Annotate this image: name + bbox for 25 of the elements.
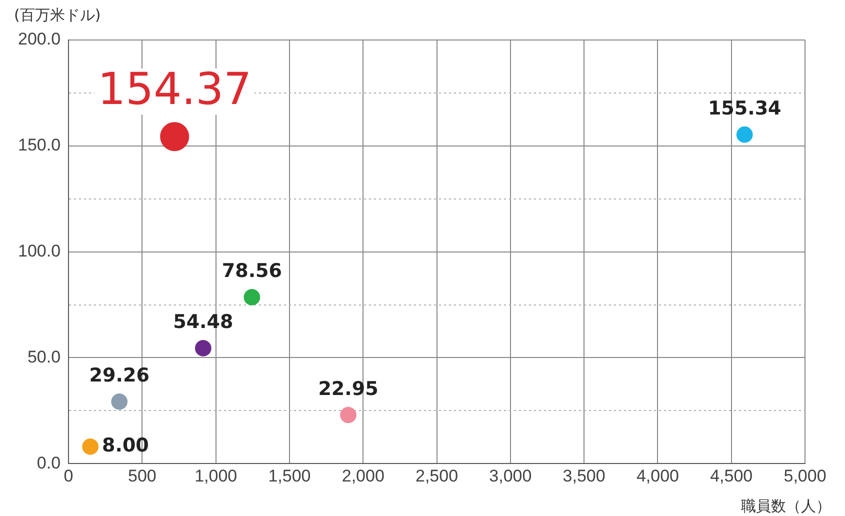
x-tick-label: 1,000 xyxy=(194,466,238,486)
data-label: 54.48 xyxy=(173,310,234,333)
y-tick-label: 150.0 xyxy=(18,136,61,155)
x-tick-label: 4,500 xyxy=(710,466,753,486)
data-label: 154.37 xyxy=(98,64,252,116)
data-label: 8.00 xyxy=(102,434,149,457)
y-tick-label: 100.0 xyxy=(18,241,61,260)
y-axis-title: (百万米ドル) xyxy=(14,6,101,25)
y-tick-label: 0.0 xyxy=(36,453,61,472)
x-tick-label: 2,500 xyxy=(415,466,458,486)
x-tick-label: 500 xyxy=(128,466,156,486)
x-tick-label: 5,000 xyxy=(784,466,826,486)
data-label: 78.56 xyxy=(222,260,282,282)
y-tick-label: 200.0 xyxy=(18,30,61,49)
data-label: 155.34 xyxy=(708,97,782,120)
data-label: 29.26 xyxy=(89,364,150,386)
data-label: 22.95 xyxy=(318,378,378,400)
x-tick-label: 0 xyxy=(64,466,74,486)
x-tick-label: 3,000 xyxy=(489,466,532,486)
x-tick-label: 1,500 xyxy=(268,466,311,486)
x-axis-title: 職員数（人） xyxy=(741,497,831,516)
x-tick-label: 2,000 xyxy=(342,466,384,486)
x-tick-label: 4,000 xyxy=(636,466,679,486)
x-tick-label: 3,500 xyxy=(562,466,606,486)
y-tick-label: 50.0 xyxy=(27,347,61,366)
